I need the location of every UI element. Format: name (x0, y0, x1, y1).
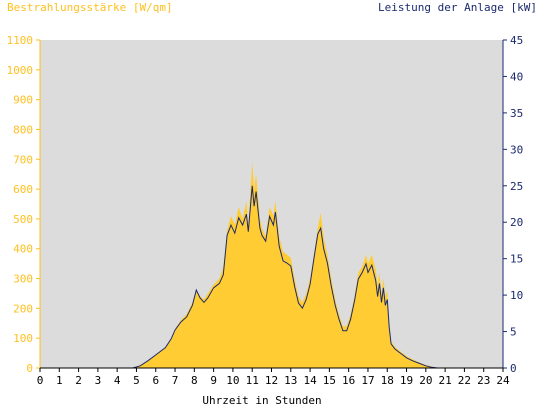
left-y-tick-label: 200 (13, 302, 33, 315)
x-tick-label: 12 (265, 374, 278, 387)
x-tick-label: 3 (95, 374, 102, 387)
x-tick-label: 24 (496, 374, 510, 387)
x-tick-label: 15 (323, 374, 336, 387)
x-tick-label: 13 (284, 374, 297, 387)
left-y-tick-label: 1100 (7, 34, 34, 47)
right-y-ticks: 0 5 10 15 20 25 30 35 40 45 (503, 34, 523, 375)
x-tick-label: 22 (458, 374, 471, 387)
left-y-tick-label: 600 (13, 183, 33, 196)
left-y-tick-label: 1000 (7, 64, 34, 77)
x-tick-label: 0 (37, 374, 44, 387)
left-y-tick-label: 300 (13, 273, 33, 286)
left-y-tick-label: 700 (13, 153, 33, 166)
irradiance-area (40, 162, 503, 368)
x-tick-label: 2 (75, 374, 82, 387)
left-y-tick-label: 500 (13, 213, 33, 226)
x-tick-label: 4 (114, 374, 121, 387)
right-y-tick-label: 5 (510, 326, 517, 339)
x-tick-label: 8 (191, 374, 198, 387)
x-tick-label: 6 (152, 374, 159, 387)
x-tick-label: 21 (439, 374, 452, 387)
x-tick-label: 20 (419, 374, 432, 387)
right-axis-title: Leistung der Anlage [kW] (378, 1, 537, 14)
x-tick-label: 5 (133, 374, 140, 387)
x-tick-label: 14 (303, 374, 317, 387)
right-y-tick-label: 40 (510, 70, 523, 83)
x-tick-label: 9 (210, 374, 217, 387)
left-y-tick-label: 900 (13, 94, 33, 107)
x-tick-label: 1 (56, 374, 63, 387)
x-tick-label: 11 (246, 374, 259, 387)
right-y-tick-label: 20 (510, 216, 523, 229)
left-y-tick-label: 0 (26, 362, 33, 375)
power-line (40, 185, 503, 369)
left-y-tick-label: 400 (13, 243, 33, 256)
left-axis-title: Bestrahlungsstärke [W/qm] (7, 1, 173, 14)
x-tick-label: 16 (342, 374, 355, 387)
right-y-tick-label: 10 (510, 289, 523, 302)
x-tick-label: 7 (172, 374, 179, 387)
x-tick-label: 10 (226, 374, 239, 387)
x-tick-label: 17 (361, 374, 374, 387)
right-y-tick-label: 0 (510, 362, 517, 375)
x-tick-label: 19 (400, 374, 413, 387)
left-y-tick-label: 100 (13, 332, 33, 345)
right-y-tick-label: 30 (510, 143, 523, 156)
right-y-tick-label: 15 (510, 253, 523, 266)
right-y-tick-label: 25 (510, 180, 523, 193)
right-y-tick-label: 45 (510, 34, 523, 47)
x-tick-label: 23 (477, 374, 490, 387)
left-y-tick-label: 800 (13, 123, 33, 136)
x-tick-label: 18 (381, 374, 394, 387)
right-y-tick-label: 35 (510, 107, 523, 120)
left-y-ticks: 0 100 200 300 400 500 600 700 800 900 1000 1100 (7, 34, 40, 375)
x-ticks: 0 1 2 3 4 5 6 7 8 9 10 11 12 13 14 15 16 17 18 19 20 21 22 23 24 (37, 368, 510, 387)
x-axis-title: Uhrzeit in Stunden (202, 394, 321, 407)
